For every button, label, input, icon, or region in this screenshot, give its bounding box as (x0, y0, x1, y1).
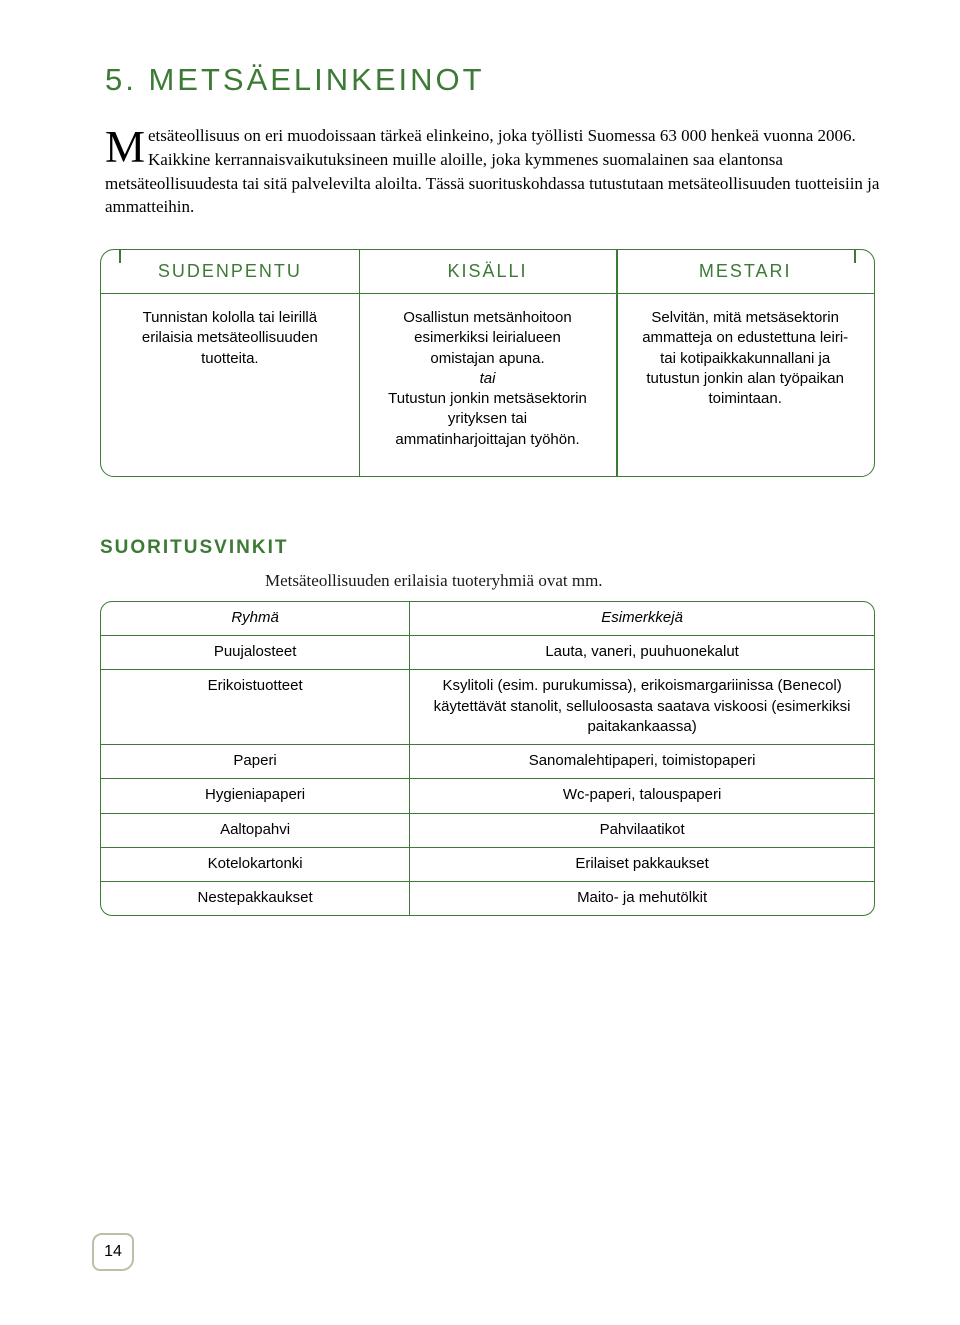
table-cell-examples: Pahvilaatikot (410, 814, 874, 847)
tips-heading: SUORITUSVINKIT (100, 537, 880, 559)
table-cell-group: Aaltopahvi (101, 814, 410, 847)
table-row: Nestepakkaukset Maito- ja mehutölkit (101, 881, 874, 915)
table-row: Puujalosteet Lauta, vaneri, puuhuonekalu… (101, 635, 874, 669)
table-cell-examples: Maito- ja mehutölkit (410, 882, 874, 915)
table-cell-group: Paperi (101, 745, 410, 778)
level-body-mestari: Selvitän, mitä metsäsektorin ammatteja o… (616, 294, 874, 476)
table-cell-examples: Lauta, vaneri, puuhuonekalut (410, 636, 874, 669)
dropcap: M (105, 128, 145, 166)
level-body-kisalli: Osallistun metsänhoitoon esimerkiksi lei… (359, 294, 617, 476)
tips-intro: Metsäteollisuuden erilaisia tuoteryhmiä … (265, 571, 880, 591)
level-header-mestari: MESTARI (616, 250, 874, 293)
table-cell-group: Erikoistuotteet (101, 670, 410, 744)
table-cell-group: Nestepakkaukset (101, 882, 410, 915)
page-number: 14 (104, 1243, 122, 1261)
vertical-rule (359, 250, 361, 293)
table-row: Hygieniapaperi Wc-paperi, talouspaperi (101, 778, 874, 812)
table-cell-group: Kotelokartonki (101, 848, 410, 881)
levels-body-row: Tunnistan kololla tai leirillä erilaisia… (101, 293, 874, 476)
level-header-kisalli: KISÄLLI (359, 250, 617, 293)
table-row: Erikoistuotteet Ksylitoli (esim. purukum… (101, 669, 874, 744)
product-table: Ryhmä Esimerkkejä Puujalosteet Lauta, va… (100, 601, 875, 917)
levels-header-row: SUDENPENTU KISÄLLI MESTARI (101, 250, 874, 293)
table-cell-examples: Ksylitoli (esim. purukumissa), erikoisma… (410, 670, 874, 744)
page-title: 5. METSÄELINKEINOT (105, 62, 880, 98)
table-cell-examples: Erilaiset pakkaukset (410, 848, 874, 881)
intro-paragraph: Metsäteollisuus on eri muodoissaan tärke… (105, 124, 880, 219)
page-number-badge: 14 (92, 1233, 134, 1271)
table-row: Kotelokartonki Erilaiset pakkaukset (101, 847, 874, 881)
table-row: Aaltopahvi Pahvilaatikot (101, 813, 874, 847)
levels-box: SUDENPENTU KISÄLLI MESTARI Tunnistan kol… (100, 249, 875, 477)
vertical-rule (616, 250, 618, 293)
table-cell-examples: Sanomalehtipaperi, toimistopaperi (410, 745, 874, 778)
level-body-sudenpentu: Tunnistan kololla tai leirillä erilaisia… (101, 294, 359, 476)
level-header-sudenpentu: SUDENPENTU (101, 250, 359, 293)
table-header-examples: Esimerkkejä (410, 602, 874, 635)
table-cell-group: Puujalosteet (101, 636, 410, 669)
table-cell-examples: Wc-paperi, talouspaperi (410, 779, 874, 812)
table-cell-group: Hygieniapaperi (101, 779, 410, 812)
table-header-group: Ryhmä (101, 602, 410, 635)
level-body-kisalli-a: Osallistun metsänhoitoon esimerkiksi lei… (403, 309, 571, 367)
table-row: Paperi Sanomalehtipaperi, toimistopaperi (101, 744, 874, 778)
level-body-kisalli-b: Tutustun jonkin metsäsektorin yrityksen … (388, 390, 587, 448)
level-body-kisalli-tai: tai (480, 370, 496, 387)
intro-text: etsäteollisuus on eri muodoissaan tärkeä… (105, 126, 879, 216)
vertical-rule (616, 294, 618, 476)
table-header-row: Ryhmä Esimerkkejä (101, 602, 874, 635)
vertical-rule (359, 294, 361, 476)
